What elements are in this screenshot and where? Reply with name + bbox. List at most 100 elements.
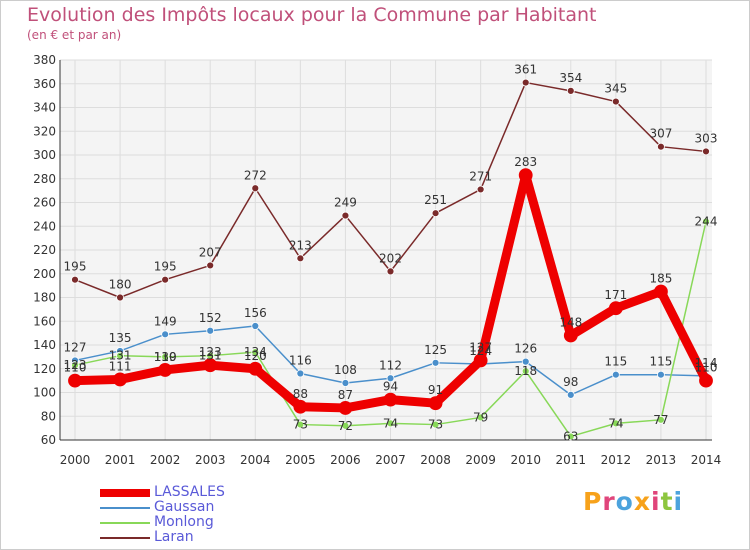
- data-label-lassales: 110: [64, 361, 87, 375]
- data-label-lassales: 171: [604, 288, 627, 302]
- data-point-lassales: [383, 392, 398, 407]
- y-tick-label: 120: [33, 362, 56, 376]
- data-point-laran: [296, 254, 305, 263]
- data-label-laran: 213: [289, 238, 312, 252]
- legend-swatch-gaussan: [100, 506, 150, 509]
- data-label-gaussan: 135: [109, 331, 132, 345]
- y-tick-label: 380: [33, 53, 56, 67]
- data-label-laran: 207: [199, 245, 222, 259]
- data-point-monlong: [296, 420, 305, 429]
- y-tick-label: 160: [33, 314, 56, 328]
- x-tick-label: 2014: [691, 453, 722, 467]
- legend-label-laran: Laran: [154, 529, 194, 545]
- y-tick-label: 100: [33, 386, 56, 400]
- data-label-laran: 249: [334, 196, 357, 210]
- data-point-gaussan: [521, 357, 530, 366]
- data-label-gaussan: 112: [379, 358, 402, 372]
- logo-letter: r: [602, 487, 616, 516]
- x-tick-label: 2001: [105, 453, 136, 467]
- data-point-lassales: [293, 399, 308, 414]
- data-point-laran: [431, 209, 440, 218]
- data-point-gaussan: [611, 370, 620, 379]
- y-tick-label: 340: [33, 101, 56, 115]
- legend-label-gaussan: Gaussan: [154, 499, 215, 515]
- data-point-lassales: [563, 328, 578, 343]
- data-label-lassales: 91: [428, 383, 443, 397]
- data-point-monlong: [431, 420, 440, 429]
- x-tick-label: 2004: [240, 453, 271, 467]
- data-point-gaussan: [386, 374, 395, 383]
- y-tick-label: 140: [33, 338, 56, 352]
- logo-letter: x: [633, 487, 651, 516]
- data-point-laran: [521, 78, 530, 87]
- data-point-lassales: [428, 396, 443, 411]
- legend-item-gaussan[interactable]: Gaussan: [100, 500, 214, 515]
- data-label-laran: 180: [109, 278, 132, 292]
- y-tick-label: 180: [33, 291, 56, 305]
- x-tick-label: 2012: [601, 453, 632, 467]
- data-label-laran: 361: [514, 63, 537, 77]
- data-label-monlong: 73: [428, 418, 443, 432]
- data-label-lassales: 88: [293, 387, 308, 401]
- data-point-lassales: [608, 301, 623, 316]
- data-label-laran: 271: [469, 169, 492, 183]
- data-point-gaussan: [296, 369, 305, 378]
- data-point-laran: [611, 97, 620, 106]
- data-label-monlong: 74: [608, 416, 623, 430]
- data-label-laran: 272: [244, 168, 267, 182]
- data-label-gaussan: 124: [469, 344, 492, 358]
- series-lines: [68, 78, 713, 441]
- data-point-laran: [341, 211, 350, 220]
- data-label-lassales: 148: [559, 316, 582, 330]
- x-tick-label: 2009: [465, 453, 496, 467]
- grid-lines: [60, 59, 712, 441]
- data-point-monlong: [341, 421, 350, 430]
- data-label-laran: 307: [649, 127, 672, 141]
- data-point-laran: [116, 293, 124, 302]
- logo-letter: o: [615, 487, 634, 516]
- data-label-lassales: 111: [109, 359, 132, 373]
- data-point-monlong: [386, 419, 395, 428]
- data-labels: 195 180 195 207 272 213 249 202 251 271 361 354 345 3…: [64, 63, 718, 444]
- legend-item-lassales[interactable]: LASSALES: [100, 485, 225, 500]
- data-point-lassales: [518, 168, 533, 183]
- legend-label-monlong: Monlong: [154, 514, 214, 530]
- data-point-gaussan: [206, 326, 215, 335]
- data-label-lassales: 120: [244, 349, 267, 363]
- y-tick-label: 80: [41, 409, 56, 423]
- y-tick-label: 300: [33, 148, 56, 162]
- y-tick-label: 220: [33, 243, 56, 257]
- data-label-lassales: 283: [514, 155, 537, 169]
- data-point-lassales: [473, 353, 488, 368]
- legend-swatch-monlong: [100, 521, 150, 524]
- data-label-monlong: 74: [383, 416, 398, 430]
- data-label-lassales: 94: [383, 380, 398, 394]
- y-tick-labels: 60 80 100 120 140 160 180 200 220 240 260 280 300 320…: [33, 53, 56, 447]
- data-point-monlong: [161, 352, 170, 361]
- x-tick-label: 2003: [195, 453, 226, 467]
- data-label-laran: 195: [154, 260, 177, 274]
- legend-item-monlong[interactable]: Monlong: [100, 515, 214, 530]
- data-label-gaussan: 115: [649, 355, 672, 369]
- y-tick-label: 200: [33, 267, 56, 281]
- legend-swatch-laran: [100, 536, 150, 539]
- data-point-lassales: [158, 363, 173, 377]
- x-tick-label: 2006: [330, 453, 361, 467]
- data-label-laran: 195: [64, 260, 87, 274]
- chart-title: Evolution des Impôts locaux pour la Comm…: [27, 4, 597, 26]
- data-point-laran: [71, 275, 79, 284]
- legend-item-laran[interactable]: Laran: [100, 530, 194, 545]
- axes: [59, 60, 712, 441]
- x-tick-label: 2000: [60, 453, 91, 467]
- data-point-monlong: [116, 351, 124, 360]
- y-tick-label: 60: [41, 433, 56, 447]
- data-label-gaussan: 114: [695, 356, 718, 370]
- data-point-laran: [161, 275, 170, 284]
- x-tick-label: 2008: [420, 453, 451, 467]
- logo-letter: t: [660, 487, 674, 516]
- data-label-gaussan: 149: [154, 314, 177, 328]
- data-point-monlong: [566, 432, 575, 441]
- x-tick-label: 2005: [285, 453, 316, 467]
- x-tick-label: 2010: [510, 453, 541, 467]
